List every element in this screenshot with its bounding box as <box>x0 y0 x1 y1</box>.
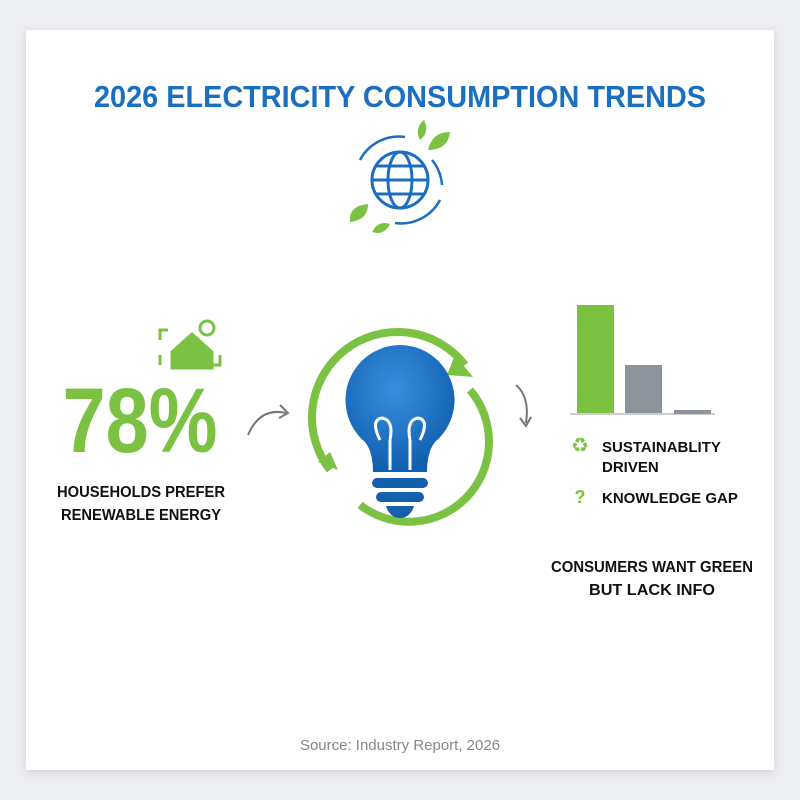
conclusion: BUT LACK INFO <box>589 582 715 599</box>
arrow <box>247 411 287 436</box>
mini-bars <box>570 305 715 415</box>
stat-value: 78% <box>63 370 218 472</box>
bulb-icon <box>308 327 493 526</box>
source: Source: Industry Report, 2026 <box>300 737 500 754</box>
house-icon <box>158 319 222 370</box>
arrow-head <box>278 404 290 419</box>
leaves <box>349 120 450 233</box>
legend-label: KNOWLEDGE GAP <box>602 490 738 507</box>
legend-label: SUSTAINABLITY <box>602 439 721 456</box>
globe-icon <box>358 135 444 225</box>
conclusion: CONSUMERS WANT GREEN <box>551 559 753 576</box>
recycle-icon: ♻ <box>571 435 589 457</box>
arrow-head <box>519 416 532 428</box>
legend-label: DRIVEN <box>602 459 659 476</box>
stat-label: HOUSEHOLDS PREFER <box>57 484 225 501</box>
arrow <box>515 384 528 424</box>
title: 2026 ELECTRICITY CONSUMPTION TRENDS <box>94 79 706 114</box>
stat-label: RENEWABLE ENERGY <box>61 507 221 524</box>
question-icon: ? <box>575 487 586 507</box>
